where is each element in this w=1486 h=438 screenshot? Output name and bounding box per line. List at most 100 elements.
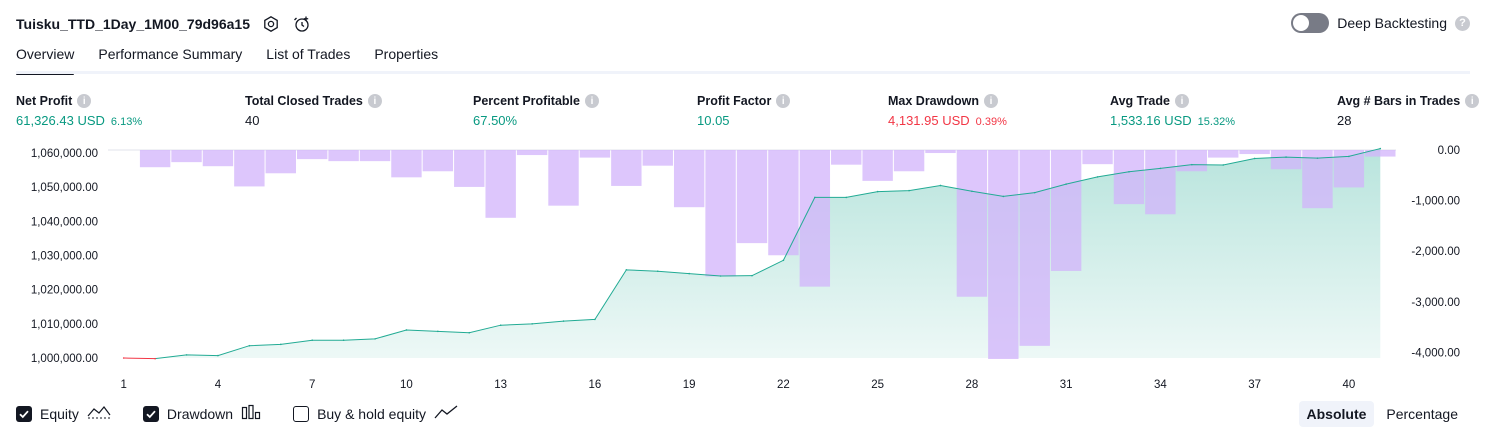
metric-label: Max Drawdown (888, 94, 979, 108)
metric-label: Avg # Bars in Trades (1337, 94, 1461, 108)
equity-point (656, 270, 659, 273)
chart-legend: Equity Drawdown Buy & hold equity (16, 404, 490, 423)
x-axis-tick: 4 (215, 379, 222, 391)
equity-point (1096, 176, 1099, 178)
deep-backtesting-toggle[interactable] (1291, 13, 1330, 33)
drawdown-bar (893, 150, 925, 172)
info-icon[interactable]: i (77, 94, 92, 108)
x-axis-tick: 37 (1248, 379, 1261, 391)
equity-point (122, 357, 125, 359)
equity-point (311, 339, 313, 342)
x-axis-tick: 16 (589, 379, 602, 391)
equity-point (185, 354, 188, 356)
equity-point (531, 323, 533, 325)
percentage-button[interactable]: Percentage (1386, 406, 1458, 422)
right-axis-tick: -2,000.00 (1411, 246, 1460, 258)
equity-point (751, 274, 753, 277)
equity-point (1253, 157, 1256, 160)
equity-point (1033, 191, 1036, 194)
equity-point (248, 344, 251, 347)
legend-buy-hold[interactable]: Buy & hold equity (293, 404, 458, 423)
drawdown-bar (265, 150, 296, 174)
drawdown-bar (925, 150, 956, 154)
metric-label: Avg Trade (1110, 94, 1170, 108)
drawdown-bar (673, 150, 705, 208)
metric-label: Net Profit (16, 94, 73, 108)
drawdown-bar (642, 150, 673, 166)
equity-drawdown-chart[interactable]: 1,060,000.00 1,050,000.00 1,040,000.00 1,03… (0, 138, 1486, 396)
buy-hold-line-icon (434, 404, 458, 423)
strategy-name: Tuisku_TTD_1Day_1M00_79d96a15 (16, 16, 250, 32)
metric-value: 40 (245, 113, 260, 128)
info-icon[interactable]: i (1465, 94, 1480, 108)
add-alert-icon[interactable] (292, 13, 314, 35)
drawdown-bar (359, 150, 391, 162)
drawdown-bar (296, 150, 328, 160)
metric-max-drawdown: Max Drawdown i 4,131.95 USD 0.39% (888, 93, 1007, 128)
x-axis-tick: 19 (683, 379, 696, 391)
equity-point (499, 324, 502, 326)
drawdown-checkbox[interactable] (142, 405, 159, 422)
drawdown-bar (988, 150, 1019, 359)
tab-properties[interactable]: Properties (374, 46, 439, 62)
metric-value: 67.50% (473, 113, 518, 128)
info-icon[interactable]: i (1174, 94, 1189, 108)
legend-equity[interactable]: Equity (16, 404, 111, 423)
equity-point (468, 331, 471, 334)
metric-percent: 0.39% (975, 116, 1007, 128)
tab-list-of-trades[interactable]: List of Trades (266, 46, 351, 62)
equity-line-icon (87, 404, 111, 423)
help-icon[interactable]: ? (1455, 15, 1470, 31)
drawdown-bar (956, 150, 988, 297)
left-axis-tick: 1,040,000.00 (31, 216, 98, 228)
equity-point (1128, 170, 1130, 173)
tab-overview[interactable]: Overview (16, 46, 75, 75)
equity-point (594, 318, 596, 321)
equity-point (908, 189, 910, 192)
settings-icon[interactable] (260, 13, 282, 35)
info-icon[interactable]: i (367, 94, 382, 108)
info-icon[interactable]: i (584, 94, 599, 108)
drawdown-bar (1145, 150, 1176, 215)
tab-performance-summary[interactable]: Performance Summary (98, 46, 243, 62)
drawdown-bar (1050, 150, 1082, 271)
drawdown-bar (548, 150, 579, 206)
left-axis-tick: 1,000,000.00 (31, 353, 98, 365)
buy-hold-checkbox[interactable] (293, 405, 310, 422)
drawdown-bar (1019, 150, 1050, 346)
right-axis-tick: 0.00 (1438, 145, 1460, 157)
x-axis-tick: 13 (494, 379, 507, 391)
drawdown-bar (579, 150, 611, 158)
drawdown-bar (1176, 150, 1208, 172)
drawdown-bar (1270, 150, 1302, 170)
drawdown-bar (171, 150, 202, 163)
legend-drawdown-label: Drawdown (166, 405, 234, 422)
equity-point (845, 196, 848, 199)
metric-value: 10.05 (697, 113, 730, 128)
equity-point (876, 190, 879, 193)
metric-label: Percent Profitable (473, 94, 580, 108)
equity-point (374, 338, 376, 340)
legend-buy-hold-label: Buy & hold equity (317, 405, 427, 422)
x-axis-tick: 25 (871, 379, 884, 391)
drawdown-bar (454, 150, 485, 187)
left-axis-tick: 1,050,000.00 (31, 182, 98, 194)
x-axis-tick: 28 (966, 379, 979, 391)
equity-point (437, 330, 439, 333)
drawdown-bar (1113, 150, 1145, 205)
legend-equity-label: Equity (40, 405, 79, 422)
info-icon[interactable]: i (984, 94, 998, 108)
metric-label: Total Closed Trades (245, 94, 363, 108)
drawdown-bar (422, 150, 454, 172)
equity-point (279, 343, 282, 346)
right-axis-tick: -1,000.00 (1411, 196, 1460, 208)
info-icon[interactable]: i (776, 94, 791, 108)
equity-point (217, 354, 219, 357)
equity-point (814, 196, 816, 199)
equity-point (1191, 163, 1193, 166)
legend-drawdown[interactable]: Drawdown (142, 404, 261, 423)
equity-point (1159, 167, 1162, 170)
equity-checkbox[interactable] (16, 405, 32, 422)
absolute-button[interactable]: Absolute (1298, 401, 1375, 427)
x-axis-tick: 1 (121, 379, 127, 391)
